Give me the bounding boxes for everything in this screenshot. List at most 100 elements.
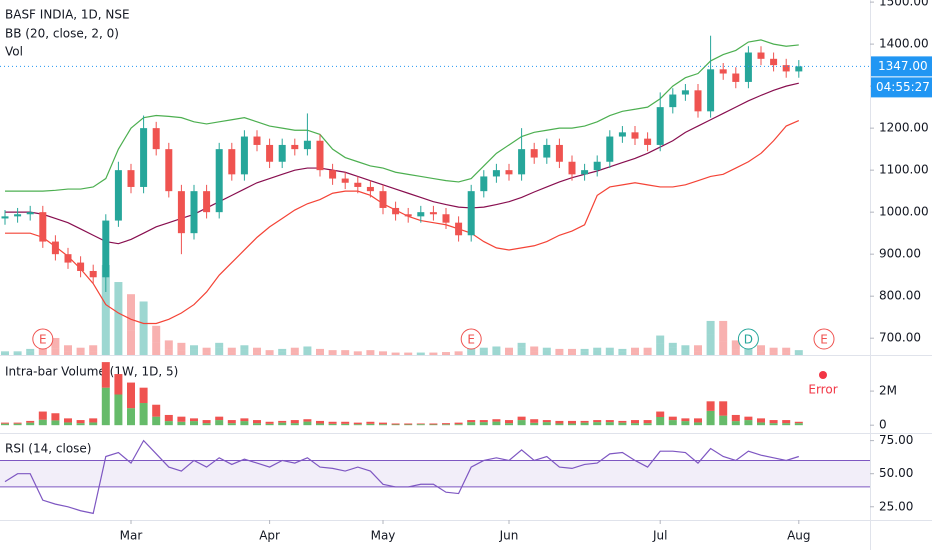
candle-body: [669, 94, 677, 108]
buy-volume-bar: [341, 423, 350, 426]
volume-bar: [744, 347, 753, 355]
event-marker: [737, 328, 759, 350]
candle-body: [404, 214, 412, 217]
sell-volume-bar: [13, 422, 22, 424]
buy-volume-bar: [769, 423, 778, 426]
bollinger-upper: [5, 39, 799, 192]
volume-bar: [757, 351, 765, 355]
sell-volume-bar: [505, 420, 513, 424]
sell-volume-bar: [769, 420, 778, 424]
buy-volume-bar: [51, 420, 60, 426]
volume-bar: [568, 352, 576, 355]
volume-bar: [542, 350, 551, 355]
volume-bar: [643, 352, 652, 355]
sell-volume-bar: [64, 418, 72, 423]
volume-bar: [303, 346, 312, 350]
sell-volume-bar: [681, 418, 690, 422]
sell-volume-bar: [517, 416, 526, 421]
candle-body: [593, 161, 601, 171]
sell-volume-bar: [89, 418, 98, 423]
sell-volume-bar: [51, 413, 60, 421]
countdown-label: 04:55:27: [876, 80, 930, 94]
last-price-label: 1347.00: [878, 59, 928, 73]
sell-volume-bar: [190, 418, 198, 422]
volume-bar: [26, 348, 35, 352]
volume-bar: [479, 347, 488, 351]
buy-volume-bar: [190, 421, 198, 426]
y-tick-label: 25.00: [879, 499, 913, 513]
volume-bar: [580, 351, 589, 355]
candle-body: [39, 212, 47, 242]
sell-volume-bar: [794, 421, 803, 424]
candle-body: [417, 212, 425, 217]
buy-volume-bar: [631, 423, 639, 426]
sell-volume-bar: [454, 422, 463, 425]
volume-bar: [328, 353, 337, 355]
volume-bar: [706, 334, 715, 355]
candle-body: [770, 58, 778, 66]
candle-body: [681, 90, 689, 95]
sell-volume-bar: [328, 421, 337, 424]
volume-bar: [454, 351, 463, 354]
volume-bar: [631, 347, 639, 353]
y-tick-label: 50.00: [879, 466, 913, 480]
buy-volume-bar: [542, 422, 551, 426]
volume-bar: [391, 354, 400, 355]
volume-bar: [580, 348, 589, 352]
sell-volume-bar: [782, 420, 791, 424]
volume-bar: [139, 323, 148, 355]
x-tick-label: Jul: [652, 529, 667, 543]
volume-bar: [278, 351, 287, 355]
volume-bar: [1, 352, 9, 355]
candle-body: [240, 136, 248, 175]
sell-volume-bar: [744, 416, 753, 421]
volume-bar: [76, 352, 85, 355]
candle-body: [757, 52, 765, 59]
sell-volume-bar: [530, 419, 539, 423]
buy-volume-bar: [114, 394, 123, 426]
volume-bar: [391, 352, 400, 355]
y-tick-label: 700.00: [879, 331, 921, 345]
volume-label: Vol: [5, 45, 23, 59]
sell-volume-bar: [593, 420, 602, 423]
buy-volume-bar: [467, 422, 476, 426]
candle-body: [102, 220, 110, 278]
volume-bar: [366, 353, 375, 355]
sell-volume-bar: [605, 420, 614, 423]
candle-body: [14, 214, 22, 217]
volume-bar: [782, 347, 791, 353]
indicator-label: BB (20, close, 2, 0): [5, 27, 119, 41]
volume-bar: [139, 301, 148, 324]
event-label: E: [39, 333, 47, 347]
volume-bar: [404, 352, 413, 355]
candle-body: [719, 69, 727, 74]
buy-volume-bar: [416, 424, 425, 426]
candle-body: [530, 149, 538, 158]
volume-bar: [164, 340, 173, 350]
volume-bar: [290, 347, 299, 353]
candle-body: [215, 149, 223, 213]
candle-body: [114, 170, 122, 221]
buy-volume-bar: [555, 423, 564, 426]
sell-volume-bar: [391, 423, 400, 425]
bollinger-basis: [5, 82, 799, 245]
event-label: E: [467, 333, 475, 347]
y-tick-label: 1400.00: [879, 37, 929, 51]
buy-volume-bar: [731, 421, 740, 426]
x-tick-label: Apr: [259, 529, 280, 543]
buy-volume-bar: [505, 423, 513, 426]
buy-volume-bar: [530, 422, 539, 426]
volume-bar: [668, 342, 677, 348]
volume-bar: [64, 351, 72, 355]
sell-volume-bar: [227, 420, 236, 424]
candle-body: [555, 144, 563, 162]
buy-volume-bar: [379, 424, 387, 426]
candle-body: [140, 128, 148, 187]
volume-bar: [227, 352, 236, 355]
sell-volume-bar: [253, 420, 261, 424]
sell-volume-bar: [278, 420, 287, 423]
x-tick-label: Jun: [499, 529, 519, 543]
rsi-band-fill: [0, 460, 870, 487]
candle-body: [782, 65, 790, 72]
volume-bar: [240, 349, 249, 355]
